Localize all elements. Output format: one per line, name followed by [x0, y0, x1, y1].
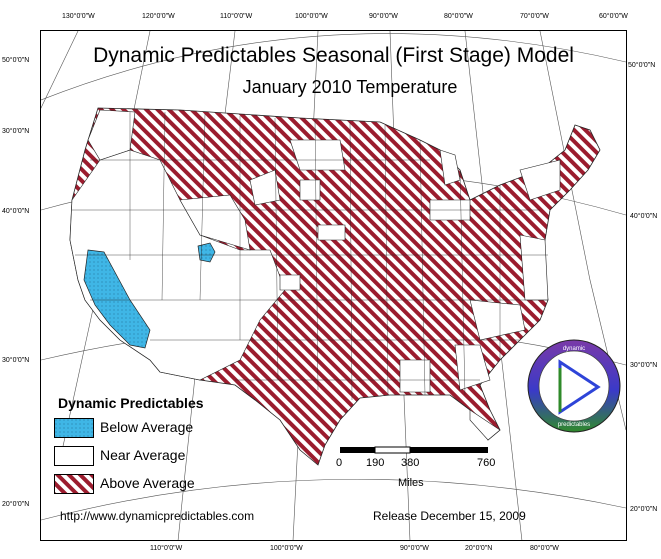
legend-swatch-near: [54, 446, 94, 466]
tick-top-70w: 70°0'0"W: [520, 13, 549, 20]
scale-label-380: 380: [401, 457, 420, 469]
parallel-20n: [41, 478, 626, 521]
tick-right-50n: 50°0'0"N: [628, 62, 656, 69]
legend-label-below: Below Average: [100, 419, 194, 435]
logo-bottom-text: predictables: [558, 422, 590, 428]
legend-title: Dynamic Predictables: [58, 395, 204, 411]
scale-bar: [340, 446, 488, 454]
tick-top-100w: 100°0'0"W: [295, 13, 328, 20]
scale-label-0: 0: [336, 457, 343, 469]
region-utah-north: [197, 242, 216, 263]
parallel-50n: [41, 33, 626, 101]
logo-top-text: dynamic: [563, 346, 585, 352]
map-subtitle: January 2010 Temperature: [242, 77, 458, 97]
tick-top-90w: 90°0'0"W: [369, 13, 398, 20]
release-date: Release December 15, 2009: [373, 509, 526, 523]
tick-left-50n: 50°0'0"N: [2, 57, 30, 64]
tick-top-130w: 130°0'0"W: [62, 13, 95, 20]
website-link[interactable]: http://www.dynamicpredictables.com: [60, 509, 255, 523]
scale-label-190: 190: [366, 457, 385, 469]
region-california-central: [83, 249, 151, 349]
dynamic-predictables-logo: dynamic predictables: [527, 339, 621, 433]
tick-bottom-80w: 80°0'0"W: [530, 545, 559, 552]
tick-bottom-110w: 110°0'0"W: [150, 545, 183, 552]
tick-right-40n: 40°0'0"N: [630, 213, 658, 220]
legend-swatch-above: [54, 474, 94, 494]
tick-top-110w: 110°0'0"W: [220, 13, 253, 20]
tick-left-30n-upper: 30°0'0"N: [2, 128, 30, 135]
tick-top-60w: 60°0'0"W: [599, 13, 628, 20]
scale-seg-1: [340, 447, 375, 453]
region-below-average: [83, 242, 216, 349]
map-title: Dynamic Predictables Seasonal (First Sta…: [93, 44, 574, 67]
tick-bottom-90w: 90°0'0"W: [400, 545, 429, 552]
scale-seg-3: [410, 447, 488, 453]
tick-top-120w: 120°0'0"W: [142, 13, 175, 20]
county-lines: [72, 111, 548, 401]
tick-bottom-20n: 20°0'0"N: [465, 545, 493, 552]
tick-left-20n: 20°0'0"N: [2, 501, 30, 508]
tick-bottom-100w: 100°0'0"W: [270, 545, 303, 552]
scale-seg-2: [374, 446, 411, 454]
legend-label-near: Near Average: [100, 447, 186, 463]
tick-top-80w: 80°0'0"W: [444, 13, 473, 20]
legend-swatch-below: [54, 418, 94, 438]
scale-unit: Miles: [398, 477, 424, 489]
tick-right-20n: 20°0'0"N: [630, 506, 658, 513]
legend-label-above: Above Average: [100, 475, 195, 491]
scale-label-760: 760: [477, 457, 496, 469]
tick-left-40n: 40°0'0"N: [2, 208, 30, 215]
tick-left-30n: 30°0'0"N: [2, 357, 30, 364]
tick-right-30n: 30°0'0"N: [630, 362, 658, 369]
meridian-130w: [41, 31, 79, 109]
